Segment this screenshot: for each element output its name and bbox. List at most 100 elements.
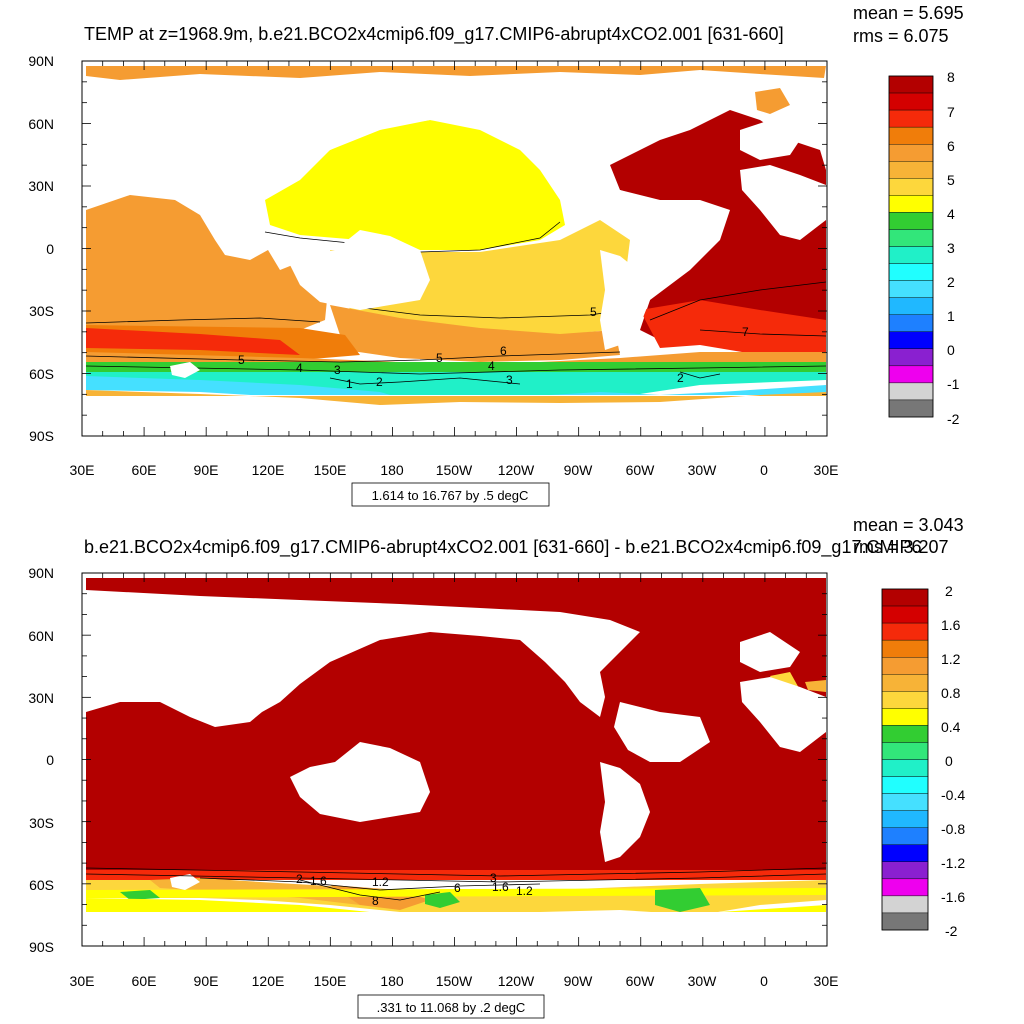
panel-2: mean = 3.043 rms = 3.207 b.e21.BCO2x4cmi…: [28, 515, 965, 1019]
panel-1-caption: 1.614 to 16.767 by .5 degC: [372, 488, 529, 503]
colorbar-swatch: [881, 776, 929, 794]
panel-2-lat-label: 60N: [28, 628, 54, 644]
panel-2-lat-label: 90S: [29, 939, 54, 955]
panel-2-clabel: 6: [454, 881, 461, 895]
panel-1-lat-axis: 90N 60N 30N 0 30S 60S 90S: [28, 53, 54, 444]
panel-2-title: b.e21.BCO2x4cmip6.f09_g17.CMIP6-abrupt4x…: [84, 537, 921, 558]
panel-1-lat-label: 60N: [28, 116, 54, 132]
colorbar-swatch: [888, 263, 934, 281]
panel-2-cb-label: 0: [945, 753, 953, 769]
colorbar-swatch: [881, 844, 929, 862]
panel-2-lon-label: 120W: [498, 973, 535, 989]
panel-1-cb-label: -1: [947, 376, 960, 392]
panel-2-cb-label: 1.2: [941, 651, 961, 667]
panel-1-lon-label: 120W: [498, 462, 535, 478]
panel-1-cb-label: 6: [947, 138, 955, 154]
colorbar-swatch: [888, 382, 934, 401]
panel-2-cb-label: -0.4: [941, 787, 965, 803]
panel-1-contour-labels: 5 4 3 2 1 5 6 4 3 5 7 2: [238, 305, 749, 391]
panel-2-cb-label: 1.6: [941, 617, 961, 633]
panel-2-caption-box: [357, 994, 545, 1019]
colorbar-swatch: [881, 657, 929, 675]
colorbar-swatch: [888, 314, 934, 332]
panel-1-lon-label: 150W: [436, 462, 473, 478]
panel-1-cb-label: 8: [947, 69, 955, 85]
colorbar-swatch: [881, 639, 929, 658]
panel-2-clabel: 1.2: [516, 884, 533, 898]
panel-1-cb-label: 4: [947, 206, 955, 222]
panel-2-cb-label: -2: [945, 923, 958, 939]
colorbar-swatch: [881, 725, 929, 743]
colorbar-swatch: [888, 365, 934, 384]
panel-1-lon-label: 0: [760, 462, 768, 478]
panel-1-lat-label: 60S: [29, 366, 54, 382]
panel-1-cb-label: 0: [947, 342, 955, 358]
panel-2-lat-label: 30S: [29, 815, 54, 831]
colorbar-swatch: [881, 793, 929, 811]
panel-1-lon-label: 90E: [194, 462, 219, 478]
panel-1-clabel: 2: [677, 371, 684, 385]
colorbar-swatch: [881, 827, 929, 845]
panel-2-rms: rms = 3.207: [853, 537, 949, 557]
panel-2-clabel: 2: [296, 872, 303, 886]
panel-1-mean: mean = 5.695: [853, 3, 964, 23]
panel-1-colorbar-labels: 8 7 6 5 4 3 2 1 0 -1 -2: [947, 69, 960, 427]
panel-1-lon-label: 60W: [626, 462, 656, 478]
colorbar-swatch: [888, 161, 934, 179]
colorbar-swatch: [888, 280, 934, 298]
panel-2-lat-label: 60S: [29, 877, 54, 893]
panel-1-cb-label: 7: [947, 104, 955, 120]
colorbar-swatch: [881, 588, 929, 607]
panel-2-cb-label: 2: [945, 583, 953, 599]
colorbar-swatch: [881, 810, 929, 828]
panel-1-contours: [85, 221, 827, 385]
panel-2-cb-label: 0.8: [941, 685, 961, 701]
panel-1-title: TEMP at z=1968.9m, b.e21.BCO2x4cmip6.f09…: [84, 24, 784, 45]
panel-2-lon-label: 60E: [132, 973, 157, 989]
colorbar-swatch: [888, 126, 934, 145]
panel-2-cb-label: 0.4: [941, 719, 961, 735]
colorbar-swatch: [881, 674, 929, 692]
panel-2-clabel: 3: [490, 871, 497, 885]
panel-2-lon-label: 90W: [564, 973, 594, 989]
panel-2-lat-label: 90N: [28, 565, 54, 581]
panel-2-contour-labels: 2 1.6 1.2 8 6 1.6 1.2 3: [296, 871, 533, 908]
colorbar-swatch: [888, 246, 934, 264]
colorbar-outline: [881, 588, 929, 931]
panel-1-clabel: 6: [500, 344, 507, 358]
panel-2-lon-label: 30E: [70, 973, 95, 989]
colorbar-swatch: [888, 195, 934, 213]
panel-1-ticks: [81, 60, 828, 437]
panel-2-lon-label: 90E: [194, 973, 219, 989]
panel-2-caption: .331 to 11.068 by .2 degC: [377, 1000, 526, 1015]
panel-2-lat-label: 0: [46, 752, 54, 768]
panel-1-lat-label: 30S: [29, 303, 54, 319]
panel-2-lon-label: 60W: [626, 973, 656, 989]
panel-1-cb-label: 1: [947, 308, 955, 324]
colorbar-swatch: [881, 691, 929, 709]
colorbar-swatch: [888, 348, 934, 367]
panel-2-lat-axis: 90N 60N 30N 0 30S 60S 90S: [28, 565, 54, 955]
panel-2-clabel: 1.6: [492, 880, 509, 894]
panel-1-lon-label: 60E: [132, 462, 157, 478]
colorbar-swatch: [881, 742, 929, 760]
panel-1-colorbar: [888, 75, 934, 418]
panel-1-clabel: 2: [376, 375, 383, 389]
panel-2-mean: mean = 3.043: [853, 515, 964, 535]
panel-1-lat-label: 0: [46, 241, 54, 257]
colorbar-swatch: [881, 895, 929, 914]
panel-2-lon-label: 150E: [314, 973, 347, 989]
colorbar-swatch: [881, 708, 929, 726]
panel-1-lon-label: 90W: [564, 462, 594, 478]
colorbar-outline: [888, 75, 934, 418]
colorbar-swatch: [881, 861, 929, 880]
colorbar-swatch: [888, 75, 934, 94]
panel-1-lat-label: 30N: [28, 178, 54, 194]
panel-1-lat-label: 90S: [29, 428, 54, 444]
panel-2-lon-label: 180: [380, 973, 404, 989]
panel-1-clabel: 5: [238, 353, 245, 367]
panel-2-lon-label: 30E: [814, 973, 839, 989]
panel-1-cb-label: 3: [947, 240, 955, 256]
panel-1-lon-axis: 30E 60E 90E 120E 150E 180 150W 120W 90W …: [70, 462, 839, 478]
